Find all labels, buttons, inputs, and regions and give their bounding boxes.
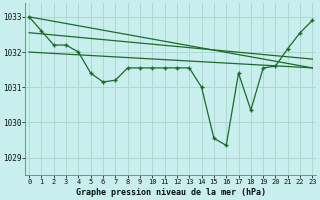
- X-axis label: Graphe pression niveau de la mer (hPa): Graphe pression niveau de la mer (hPa): [76, 188, 266, 197]
